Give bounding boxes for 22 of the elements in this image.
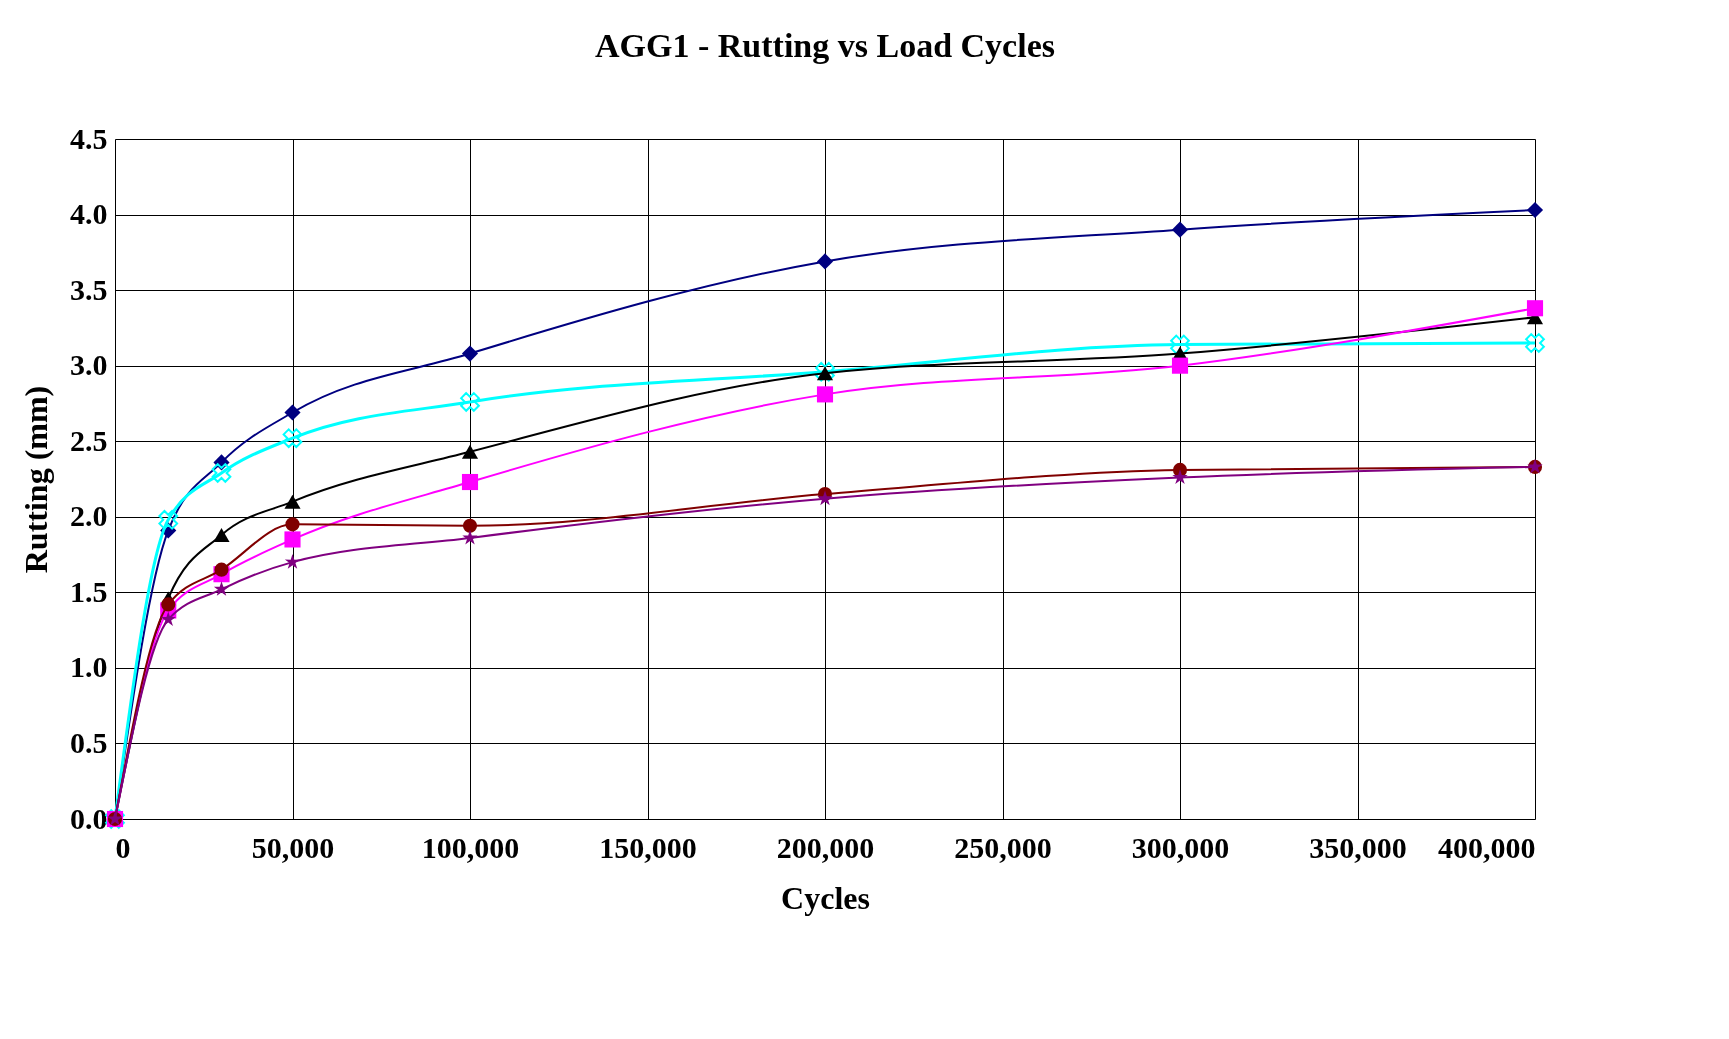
- x-tick-label: 200,000: [776, 830, 875, 864]
- y-axis-title: Rutting (mm): [18, 385, 54, 574]
- y-tick-label: 3.5: [70, 272, 108, 306]
- y-tick-label: 2.5: [70, 423, 108, 457]
- y-tick-label: 4.0: [70, 197, 108, 231]
- x-tick-label: 300,000: [1131, 830, 1230, 864]
- y-tick-label: 1.5: [70, 574, 108, 608]
- chart-title: AGG1 - Rutting vs Load Cycles: [595, 27, 1055, 64]
- x-tick-label: 250,000: [954, 830, 1052, 864]
- y-tick-label: 2.0: [70, 499, 108, 533]
- x-tick-label: 350,000: [1309, 830, 1407, 864]
- y-tick-label: 4.5: [70, 121, 108, 155]
- x-tick-label: 100,000: [421, 830, 520, 864]
- y-tick-label: 0.5: [70, 725, 108, 759]
- x-axis-title: Cycles: [781, 879, 870, 916]
- x-tick-label: 0: [115, 830, 131, 864]
- x-tick-label: 400,000: [1438, 830, 1536, 864]
- x-tick-label: 150,000: [599, 830, 697, 864]
- y-tick-label: 0.0: [70, 801, 108, 835]
- y-tick-label: 3.0: [70, 348, 108, 382]
- y-tick-label: 1.0: [70, 650, 108, 684]
- x-tick-label: 50,000: [251, 830, 335, 864]
